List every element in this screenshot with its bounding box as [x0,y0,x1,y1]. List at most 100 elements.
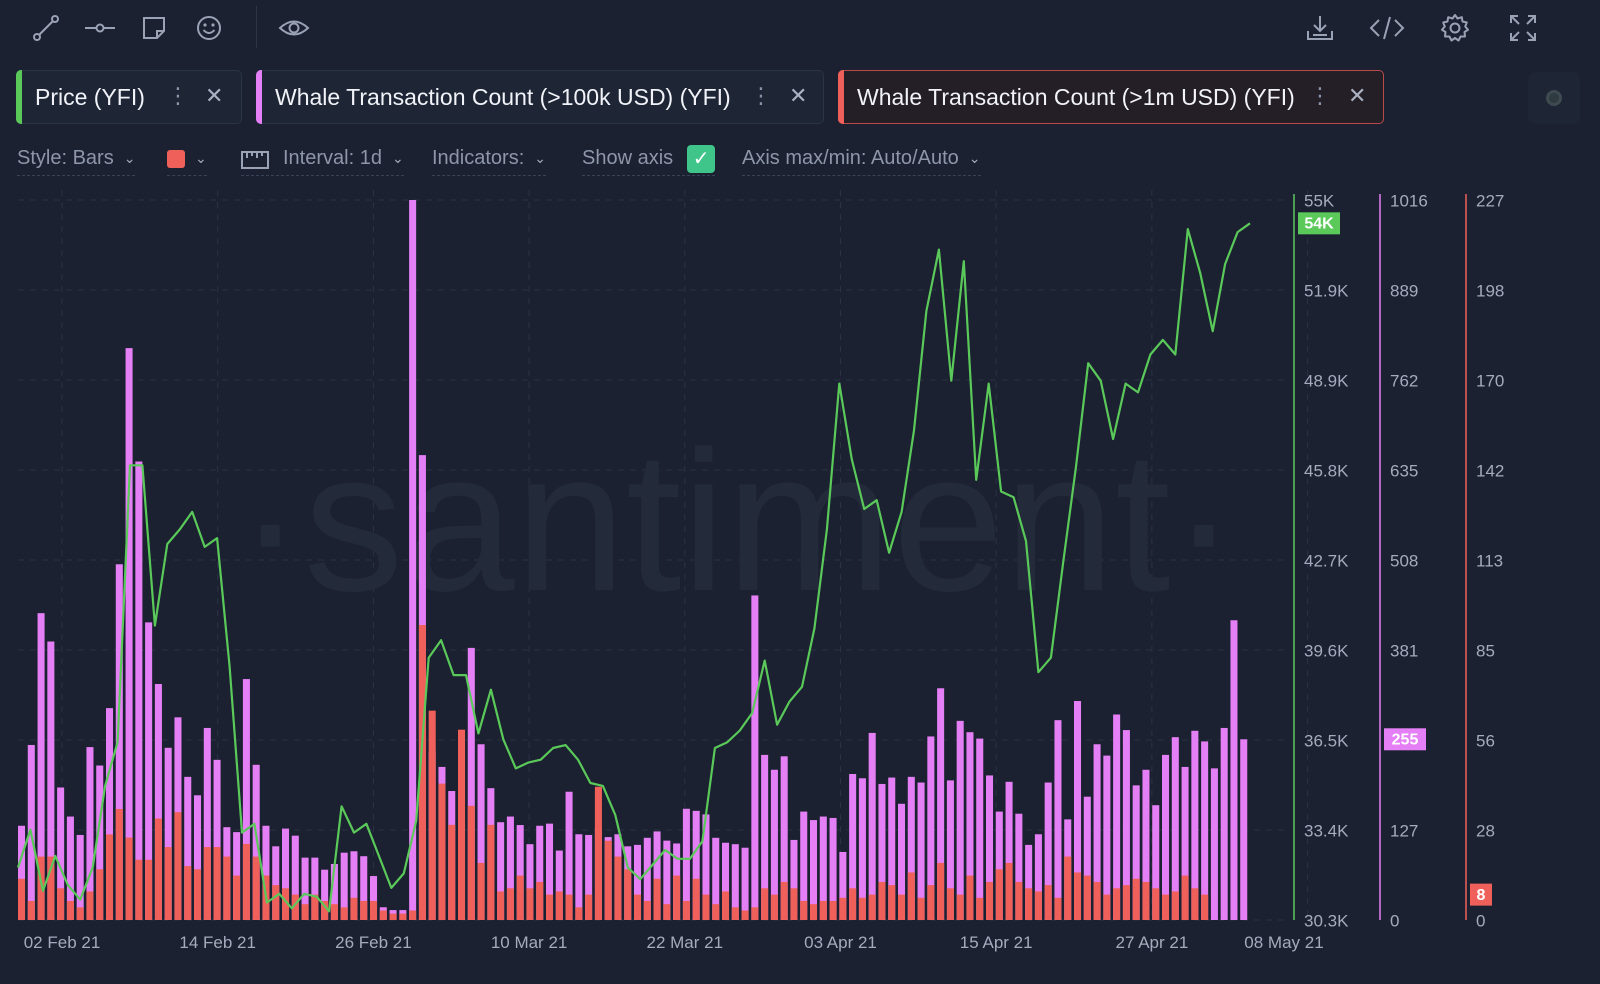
eye-icon[interactable] [276,10,312,46]
fullscreen-icon[interactable] [1505,10,1541,46]
bar-whale-100k [819,816,827,920]
bar-whale-100k [115,564,123,920]
x-tick-label: 08 May 21 [1244,933,1323,952]
bar-whale-1m [614,856,622,920]
tab-price[interactable]: Price (YFI) ⋮ ✕ [16,70,242,124]
bar-whale-1m [565,894,573,920]
code-icon[interactable] [1369,10,1405,46]
x-tick-label: 27 Apr 21 [1116,933,1189,952]
bar-whale-1m [594,786,602,920]
show-axis-toggle[interactable]: Show axis ✓ [582,142,716,176]
chevron-down-icon: ⌄ [968,150,981,166]
emoji-icon[interactable] [191,10,227,46]
bar-whale-1m [233,875,241,920]
bar-whale-100k [203,727,211,920]
bar-whale-100k [898,803,906,920]
bar-whale-100k [858,778,866,920]
bar-whale-1m [555,891,563,920]
y-tick-label: 0 [1476,911,1485,930]
bar-whale-100k [477,744,485,920]
bar-whale-100k [790,839,798,920]
color-picker[interactable]: ⌄ [167,142,207,176]
bar-whale-100k [741,847,749,920]
tab-whale-1m[interactable]: Whale Transaction Count (>1m USD) (YFI) … [838,70,1384,124]
line-tool-icon[interactable] [28,10,64,46]
interval-dropdown[interactable]: Interval: 1d ⌄ [241,142,404,176]
bar-whale-1m [1044,885,1052,920]
close-icon[interactable]: ✕ [789,83,808,108]
bar-whale-1m [223,856,231,920]
note-icon[interactable] [136,10,172,46]
close-icon[interactable]: ✕ [1348,83,1367,108]
bar-whale-100k [1054,720,1062,920]
bar-whale-100k [731,844,739,920]
style-dropdown[interactable]: Style: Bars ⌄ [17,142,136,176]
tab-whale-100k[interactable]: Whale Transaction Count (>100k USD) (YFI… [256,70,824,124]
bar-whale-100k [1220,727,1228,920]
bar-whale-100k [272,846,280,920]
bar-whale-1m [76,907,84,920]
last-value-label: 54K [1304,216,1334,233]
bar-whale-100k [154,684,162,920]
y-tick-label: 762 [1390,371,1418,390]
bar-whale-100k [1034,834,1042,920]
bar-whale-100k [242,679,250,920]
bar-whale-1m [27,900,35,920]
bar-whale-100k [1083,796,1091,920]
bar-whale-1m [712,904,720,920]
checkbox-checked-icon[interactable]: ✓ [687,144,716,173]
x-tick-label: 02 Feb 21 [24,933,101,952]
bar-whale-1m [184,866,192,920]
bar-whale-100k [321,869,329,920]
bar-whale-1m [340,907,348,920]
bar-whale-1m [448,824,456,920]
bar-whale-1m [291,894,299,920]
status-dot-icon [1546,90,1562,106]
interval-label: Interval: 1d [283,147,382,169]
bar-whale-100k [761,754,769,920]
indicators-dropdown[interactable]: Indicators: ⌄ [432,142,546,176]
gear-icon[interactable] [1437,10,1473,46]
bar-whale-100k [301,857,309,920]
more-options-icon[interactable]: ⋮ [750,83,772,108]
bar-whale-1m [790,888,798,920]
bar-whale-100k [1171,737,1179,920]
bar-whale-1m [917,897,925,920]
bar-whale-100k [1103,755,1111,920]
bar-whale-1m [1015,881,1023,920]
bar-whale-100k [96,765,104,920]
axis-maxmin-dropdown[interactable]: Axis max/min: Auto/Auto ⌄ [742,142,981,176]
x-tick-label: 22 Mar 21 [647,933,724,952]
more-options-icon[interactable]: ⋮ [167,83,189,108]
bar-whale-100k [311,857,319,920]
bar-whale-100k [1230,620,1238,920]
bar-whale-100k [956,720,964,920]
bar-whale-1m [946,888,954,920]
bar-whale-100k [1201,741,1209,920]
horizontal-line-icon[interactable] [82,10,118,46]
more-options-icon[interactable]: ⋮ [1309,83,1331,108]
bar-whale-100k [1122,730,1130,920]
bar-whale-1m [213,847,221,920]
bar-whale-100k [409,200,417,920]
bar-whale-100k [800,811,808,920]
download-icon[interactable] [1302,10,1338,46]
bar-whale-1m [125,837,133,920]
bar-whale-1m [282,888,290,920]
bar-whale-100k [653,831,661,920]
y-tick-label: 381 [1390,641,1418,660]
bar-whale-100k [526,844,534,920]
live-status-indicator[interactable] [1528,72,1580,124]
bar-whale-1m [1142,881,1150,920]
bar-whale-1m [624,869,632,920]
bar-whale-100k [213,759,221,920]
bar-whale-1m [1191,888,1199,920]
chevron-down-icon: ⌄ [195,150,207,166]
bar-whale-100k [76,834,84,920]
bar-whale-100k [135,461,143,920]
bar-whale-1m [370,900,378,920]
close-icon[interactable]: ✕ [205,83,224,108]
show-axis-label: Show axis [582,147,674,169]
bar-whale-1m [702,894,710,920]
